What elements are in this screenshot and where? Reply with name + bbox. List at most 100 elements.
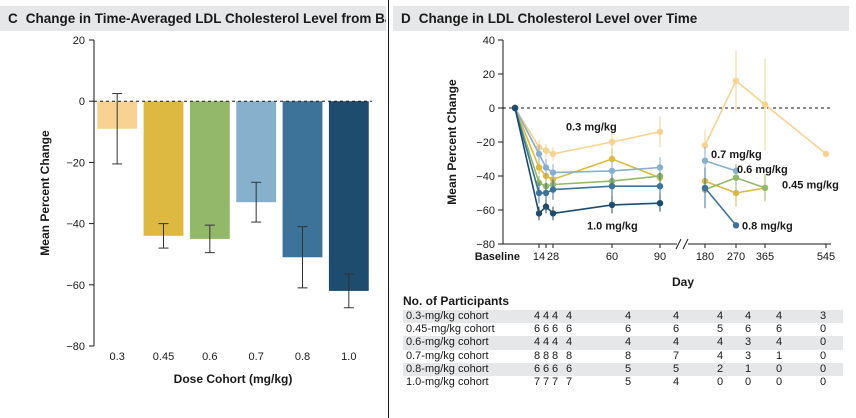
participant-count: 4: [775, 336, 783, 349]
participants-row: 0.45-mg/kg cohort 6 6 6 6 6 6 5 6 6 0: [403, 323, 843, 336]
y-tick-label: 0: [489, 103, 495, 115]
participant-count: 0: [775, 375, 783, 388]
y-tick-label: −40: [66, 219, 85, 231]
panel-d-title: Change in LDL Cholesterol Level over Tim…: [418, 11, 698, 26]
data-point: [549, 169, 557, 176]
series-line: [735, 176, 766, 189]
series-line: [552, 158, 613, 181]
x-axis-title: Day: [672, 275, 694, 289]
participant-count: 8: [551, 349, 559, 362]
series-line: [552, 204, 613, 215]
participant-count: 0: [819, 362, 827, 375]
data-point: [656, 128, 664, 135]
y-tick-label: −60: [476, 205, 495, 217]
data-point: [608, 201, 616, 209]
data-point: [511, 104, 519, 112]
participant-count: 7: [551, 375, 559, 388]
data-point: [608, 167, 616, 175]
series-label: 0.7 mg/kg: [711, 149, 762, 161]
participant-count: 1: [744, 362, 752, 375]
bar-chart-c: 20 0 −20 −40 −60 −80 Mean Percent Change 0.3 0.4…: [38, 35, 372, 386]
x-tick-label: 0.45: [153, 351, 174, 363]
x-tick-label: 1.0: [341, 351, 356, 363]
y-tick-label: 0: [79, 96, 85, 108]
data-point: [656, 183, 664, 190]
y-tick-label: −20: [476, 137, 495, 149]
series-label: 0.8 mg/kg: [742, 220, 793, 232]
participants-row: 0.3-mg/kg cohort 4 4 4 4 4 4 4 4 4 3: [403, 310, 843, 324]
series-line: [552, 170, 613, 174]
participant-count: 3: [744, 336, 752, 349]
y-tick-label: −60: [66, 280, 85, 292]
participant-count: 8: [624, 349, 632, 362]
data-point: [732, 174, 740, 181]
series-line: [704, 180, 737, 194]
participant-count: 4: [542, 336, 550, 349]
series-line: [514, 107, 540, 155]
participant-count: 4: [672, 336, 680, 349]
data-point: [549, 186, 557, 193]
data-point: [701, 142, 709, 149]
participant-count: 3: [744, 349, 752, 362]
series-line: [611, 175, 661, 182]
data-point: [701, 184, 709, 192]
participant-count: 6: [624, 323, 632, 336]
participants-row: 0.7-mg/kg cohort 8 8 8 8 8 7 4 3 1 0: [403, 350, 843, 363]
data-point: [535, 210, 543, 217]
y-tick-label: 20: [73, 35, 85, 47]
series-1-0-mg-kg: [511, 104, 664, 221]
participant-count: 4: [624, 336, 632, 349]
x-tick-label: 28: [547, 251, 559, 263]
data-point: [761, 101, 769, 108]
series-line: [735, 80, 766, 106]
participant-count: 4: [551, 336, 559, 349]
data-point: [535, 189, 543, 197]
series-line: [611, 166, 661, 172]
data-point: [732, 222, 740, 229]
panel-c-header: C Change in Time-Averaged LDL Cholesterol…: [0, 6, 386, 31]
series-line: [514, 107, 540, 214]
participant-count: 4: [744, 310, 752, 322]
participant-count: 4: [716, 310, 724, 322]
y-axis-title: Mean Percent Change: [445, 79, 459, 205]
participant-count: 5: [672, 362, 680, 375]
series-line: [704, 159, 737, 172]
participant-count: 0: [716, 375, 724, 388]
participant-count: 6: [542, 323, 550, 336]
participant-count: 5: [624, 362, 632, 375]
participant-count: 4: [672, 375, 680, 388]
series-line: [611, 131, 661, 143]
participant-count: 4: [716, 349, 724, 362]
data-point: [701, 157, 709, 164]
participant-count: 4: [565, 336, 573, 349]
participant-count: 8: [565, 349, 573, 362]
x-axis-title: Dose Cohort (mg/kg): [174, 372, 293, 386]
line-chart-d: 40 20 0 −20 −40 −60 −80 Mean Percent Change Base…: [445, 35, 839, 289]
participant-count: 8: [542, 349, 550, 362]
series-line: [552, 141, 613, 155]
series-label: 1.0 mg/kg: [587, 220, 638, 232]
x-tick-label: 0.6: [202, 351, 217, 363]
data-point: [656, 164, 664, 171]
participant-count: 4: [775, 310, 783, 322]
series-line: [704, 176, 737, 191]
panel-c-title: Change in Time-Averaged LDL Cholesterol …: [25, 11, 386, 26]
participant-count: 6: [565, 323, 573, 336]
participant-count: 4: [551, 310, 559, 322]
panel-divider: [388, 0, 389, 418]
y-tick-label: 20: [483, 69, 495, 81]
participant-count: 7: [542, 375, 550, 388]
cohort-label: 0.8-mg/kg cohort: [406, 362, 489, 375]
series-line: [552, 180, 613, 186]
data-point: [542, 147, 550, 154]
x-tick-label: 0.8: [295, 351, 310, 363]
participant-count: 0: [775, 362, 783, 375]
participant-count: 4: [672, 310, 680, 322]
cohort-label: 0.7-mg/kg cohort: [406, 349, 489, 362]
axis-break-mark: [682, 238, 689, 250]
axis-break-mark: [675, 238, 682, 250]
panel-d-header: D Change in LDL Cholesterol Level over Ti…: [393, 6, 849, 31]
x-tick-label: 365: [756, 251, 774, 263]
participant-count: 6: [744, 323, 752, 336]
y-axis-title: Mean Percent Change: [38, 130, 52, 256]
